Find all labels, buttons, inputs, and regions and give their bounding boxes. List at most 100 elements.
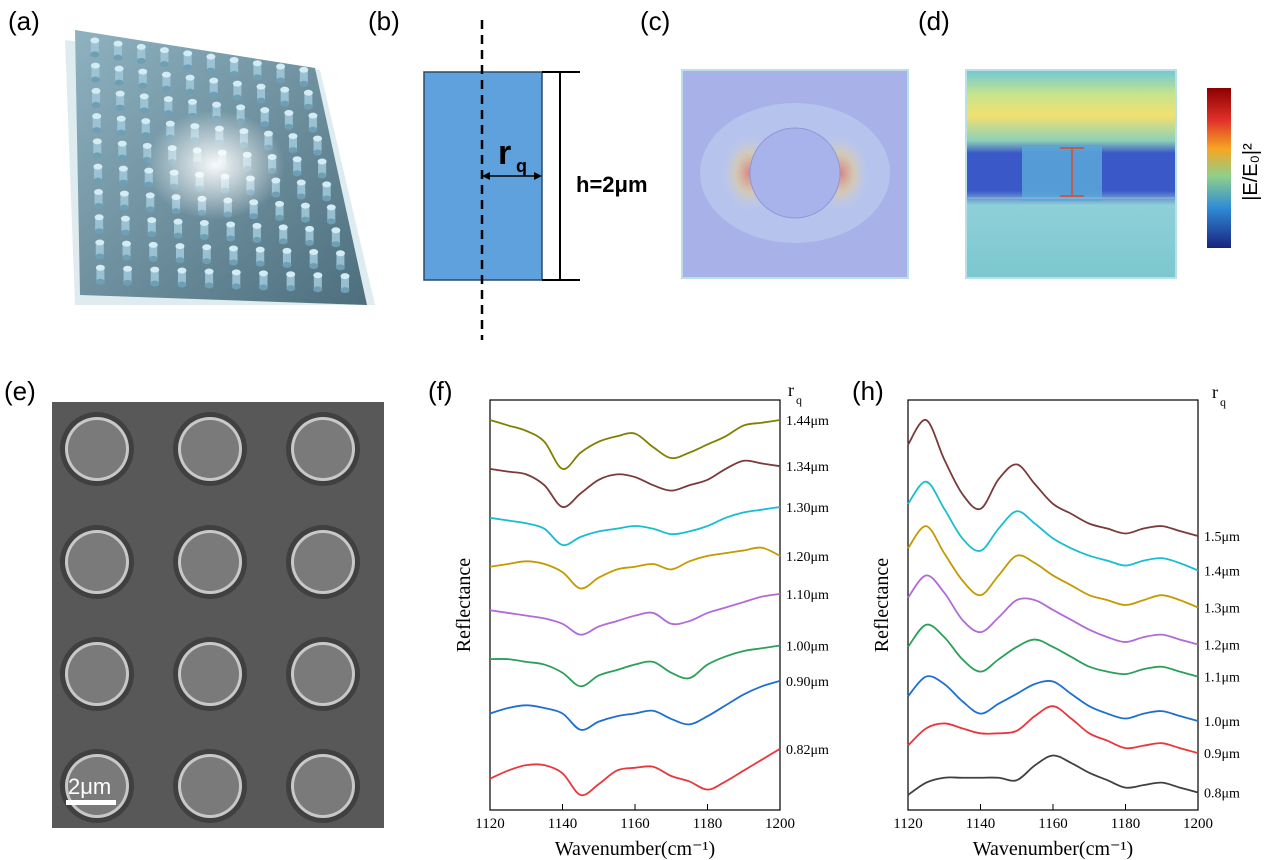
series-label-2: 1.3μm <box>1204 602 1240 617</box>
pillar-3d <box>300 202 310 223</box>
pillar-3d <box>90 62 100 83</box>
pillar-3d <box>228 245 238 266</box>
pillar-3d <box>138 68 148 89</box>
pillar-3d <box>150 266 160 287</box>
plot-h-legend-sub: q <box>1220 395 1226 409</box>
pillar-3d <box>288 133 298 154</box>
pillar-3d <box>117 140 127 161</box>
pillar-array-3d-illustration <box>65 30 375 305</box>
pillar-3d <box>141 118 151 139</box>
series-label-0: 1.5μm <box>1204 530 1240 545</box>
series-label-1: 1.34μm <box>786 460 829 475</box>
pillar-3d <box>326 204 336 225</box>
pillar-3d <box>145 192 155 213</box>
panel-label-f: (f) <box>428 376 453 406</box>
series-line-6 <box>907 705 1199 754</box>
pillar-3d <box>303 89 313 110</box>
field-map-side-view <box>965 69 1177 279</box>
sem-pillar <box>173 525 247 599</box>
pillar-3d <box>177 267 187 288</box>
series-label-6: 0.9μm <box>1204 747 1240 762</box>
pillar-3d <box>296 179 306 200</box>
series-line-7 <box>489 748 781 797</box>
sem-pillar <box>173 749 247 823</box>
scale-bar <box>66 800 116 805</box>
pillar-3d <box>159 47 169 68</box>
pillar-top <box>749 127 841 219</box>
series-label-6: 0.90μm <box>786 675 829 690</box>
series-label-4: 1.10μm <box>786 588 829 603</box>
series-label-5: 1.00μm <box>786 640 829 655</box>
pillar-3d <box>282 247 292 268</box>
series-label-7: 0.82μm <box>786 743 829 758</box>
series-label-1: 1.4μm <box>1204 564 1240 579</box>
pillar-3d <box>115 90 125 111</box>
pillar-3d <box>309 249 319 270</box>
sem-pillar <box>286 637 360 711</box>
series-label-2: 1.30μm <box>786 501 829 516</box>
pillar-3d <box>299 66 309 87</box>
series-line-1 <box>907 480 1199 572</box>
pillar-3d <box>139 93 149 114</box>
pillar-3d <box>113 40 123 61</box>
sem-pillar <box>173 637 247 711</box>
sem-pillar <box>286 412 360 486</box>
sem-image: 2μm <box>52 402 384 828</box>
sem-pillar <box>286 525 360 599</box>
pillar-3d <box>232 80 242 101</box>
pillar-3d <box>148 241 158 262</box>
pillar-3d <box>123 265 133 286</box>
x-tick-label: 1160 <box>1038 816 1067 832</box>
pillar-3d <box>173 218 183 239</box>
pillar-3d <box>292 156 302 177</box>
pillar-3d <box>286 271 296 292</box>
pillar-3d <box>91 87 101 108</box>
series-label-0: 1.44μm <box>786 414 829 429</box>
pillar-3d <box>114 65 124 86</box>
pillar-3d <box>317 158 327 179</box>
x-tick-label: 1180 <box>1111 816 1140 832</box>
pillar-3d <box>92 138 102 159</box>
pillar-3d <box>185 74 195 95</box>
pillar-3d <box>116 115 126 136</box>
sem-pillar <box>60 412 134 486</box>
sem-pillar <box>286 749 360 823</box>
x-tick-label: 1160 <box>620 816 649 832</box>
plot-f-legend-title: r <box>788 380 794 400</box>
series-label-3: 1.20μm <box>786 550 829 565</box>
series-line-5 <box>489 644 781 688</box>
pillar-3d <box>202 244 212 265</box>
pillar-3d <box>229 56 239 77</box>
x-tick-label: 1120 <box>893 816 922 832</box>
pillar-3d <box>120 215 130 236</box>
series-line-2 <box>489 506 781 547</box>
x-tick-label: 1200 <box>1183 816 1213 832</box>
pillar-3d <box>94 188 104 209</box>
series-line-1 <box>489 459 781 508</box>
series-line-6 <box>489 680 781 731</box>
reflectance-plot-h: 1.5μm 1.4μm 1.3μm 1.2μm 1.1μm 1.0μm 0.9μm 0.8μm… <box>871 382 1240 860</box>
pillar-3d <box>175 243 185 264</box>
pillar-3d <box>335 250 345 271</box>
panel-label-c: (c) <box>640 6 671 36</box>
pillar-3d <box>280 86 290 107</box>
pillar-3d <box>278 224 288 245</box>
series-line-3 <box>489 546 781 590</box>
pillar-3d <box>95 239 105 260</box>
pillar-3d <box>163 96 173 117</box>
plot-f-xlabel: Wavenumber(cm⁻¹) <box>555 838 715 860</box>
panel-label-h: (h) <box>852 376 884 406</box>
pillar-3d <box>136 43 146 64</box>
pillar-3d <box>276 63 286 84</box>
pillar-3d <box>231 269 241 290</box>
series-line-0 <box>907 419 1199 537</box>
pillar-3d <box>258 270 268 291</box>
pillar-3d <box>226 221 236 242</box>
radius-label: r <box>498 134 511 172</box>
x-tick-label: 1140 <box>966 816 995 832</box>
plot-f-legend-sub: q <box>796 393 802 407</box>
pillar-3d <box>93 163 103 184</box>
pillar-3d <box>204 268 214 289</box>
panel-label-a: (a) <box>8 6 40 36</box>
